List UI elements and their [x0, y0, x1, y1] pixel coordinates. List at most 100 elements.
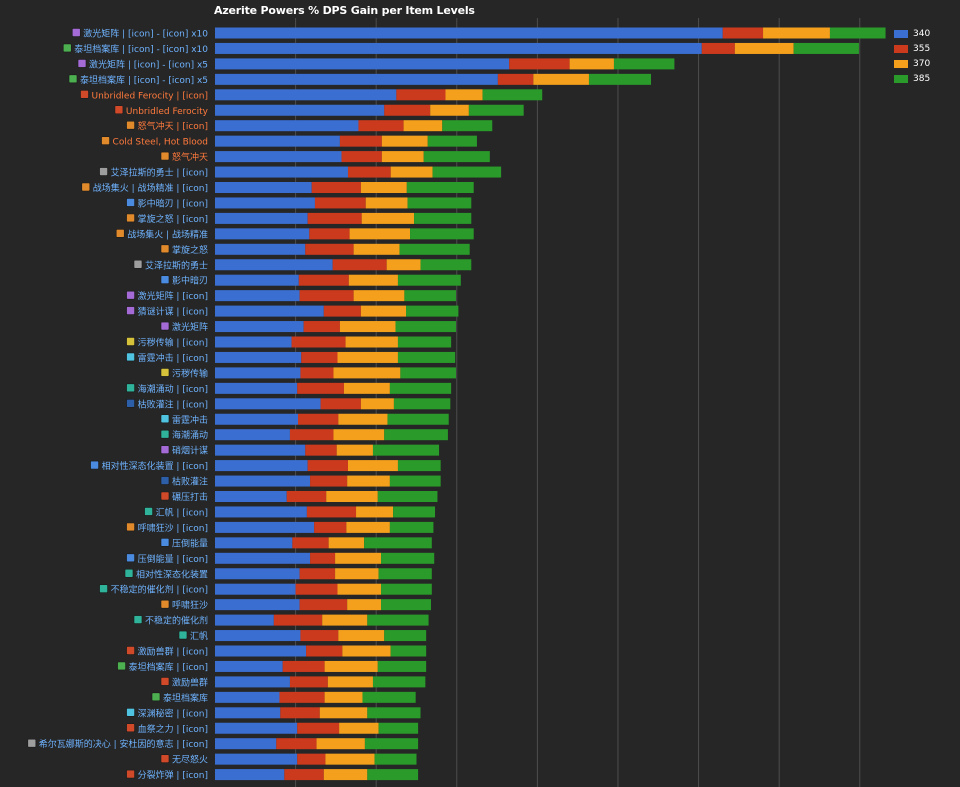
bar-segment-370[interactable] [347, 460, 398, 472]
bar-segment-340[interactable] [215, 506, 307, 518]
bar-segment-385[interactable] [407, 197, 472, 209]
bar-segment-385[interactable] [377, 660, 427, 672]
bar-segment-355[interactable] [297, 722, 340, 734]
bar-segment-355[interactable] [289, 429, 334, 441]
bar-segment-355[interactable] [384, 104, 431, 116]
bar-segment-370[interactable] [348, 274, 398, 286]
bar-segment-355[interactable] [303, 321, 340, 333]
bar-segment-385[interactable] [389, 521, 434, 533]
bar-segment-340[interactable] [215, 321, 304, 333]
bar-segment-355[interactable] [289, 676, 328, 688]
bar-segment-370[interactable] [365, 197, 408, 209]
bar-segment-370[interactable] [347, 475, 390, 487]
bar-segment-385[interactable] [390, 645, 427, 657]
bar-segment-370[interactable] [763, 27, 830, 39]
bar-segment-340[interactable] [215, 104, 385, 116]
bar-segment-355[interactable] [309, 228, 350, 240]
bar-segment-385[interactable] [427, 135, 477, 147]
bar-segment-370[interactable] [333, 429, 385, 441]
bar-segment-355[interactable] [291, 336, 346, 348]
bar-segment-355[interactable] [341, 151, 382, 163]
bar-segment-340[interactable] [215, 676, 290, 688]
bar-segment-385[interactable] [364, 738, 419, 750]
bar-segment-385[interactable] [387, 413, 449, 425]
bar-segment-370[interactable] [360, 305, 407, 317]
bar-segment-385[interactable] [482, 89, 543, 101]
bar-segment-355[interactable] [280, 707, 320, 719]
bar-segment-355[interactable] [284, 769, 324, 781]
bar-segment-340[interactable] [215, 429, 290, 441]
bar-segment-370[interactable] [322, 614, 368, 626]
bar-segment-340[interactable] [215, 182, 312, 193]
bar-segment-340[interactable] [215, 274, 299, 286]
legend-item-340[interactable]: 340 [894, 26, 930, 41]
bar-segment-340[interactable] [215, 73, 498, 85]
bar-segment-370[interactable] [328, 537, 365, 549]
bar-segment-385[interactable] [367, 614, 429, 626]
bar-segment-355[interactable] [295, 583, 338, 595]
bar-segment-355[interactable] [311, 182, 361, 193]
bar-segment-355[interactable] [297, 382, 344, 394]
bar-segment-355[interactable] [314, 521, 347, 533]
bar-segment-385[interactable] [399, 243, 470, 255]
bar-segment-340[interactable] [215, 460, 308, 472]
bar-segment-385[interactable] [400, 367, 456, 379]
bar-segment-355[interactable] [299, 599, 348, 611]
bar-segment-385[interactable] [414, 212, 472, 224]
bar-segment-340[interactable] [215, 243, 306, 255]
bar-segment-355[interactable] [701, 42, 735, 54]
bar-segment-385[interactable] [374, 753, 417, 765]
bar-segment-370[interactable] [734, 42, 794, 54]
bar-segment-340[interactable] [215, 151, 342, 163]
bar-segment-385[interactable] [793, 42, 859, 54]
bar-segment-385[interactable] [367, 707, 421, 719]
bar-segment-355[interactable] [276, 738, 317, 750]
bar-segment-370[interactable] [325, 753, 375, 765]
bar-segment-340[interactable] [215, 135, 340, 147]
bar-segment-340[interactable] [215, 382, 298, 394]
bar-segment-340[interactable] [215, 491, 287, 502]
bar-segment-355[interactable] [300, 367, 334, 379]
bar-segment-340[interactable] [215, 722, 298, 734]
bar-segment-370[interactable] [569, 58, 614, 70]
bar-segment-355[interactable] [286, 491, 327, 502]
bar-segment-370[interactable] [533, 73, 589, 85]
bar-segment-370[interactable] [445, 89, 483, 101]
bar-segment-370[interactable] [430, 104, 469, 116]
bar-segment-385[interactable] [397, 351, 456, 363]
bar-segment-355[interactable] [301, 351, 338, 363]
bar-segment-385[interactable] [378, 568, 432, 580]
bar-segment-355[interactable] [722, 27, 764, 39]
bar-segment-370[interactable] [337, 583, 382, 595]
bar-segment-340[interactable] [215, 738, 277, 750]
bar-segment-385[interactable] [378, 722, 419, 734]
bar-segment-340[interactable] [215, 660, 283, 672]
bar-segment-370[interactable] [335, 568, 379, 580]
bar-segment-355[interactable] [509, 58, 570, 70]
bar-segment-355[interactable] [358, 120, 404, 132]
bar-segment-340[interactable] [215, 58, 510, 70]
bar-segment-370[interactable] [381, 135, 428, 147]
bar-segment-355[interactable] [310, 552, 336, 564]
bar-segment-370[interactable] [386, 259, 421, 271]
bar-segment-370[interactable] [345, 336, 398, 348]
bar-segment-385[interactable] [468, 104, 524, 116]
bar-segment-385[interactable] [395, 321, 456, 333]
bar-segment-355[interactable] [298, 413, 339, 425]
bar-segment-370[interactable] [336, 444, 373, 456]
bar-segment-340[interactable] [215, 753, 298, 765]
bar-segment-370[interactable] [316, 738, 365, 750]
bar-segment-370[interactable] [333, 367, 401, 379]
legend-item-385[interactable]: 385 [894, 71, 930, 86]
bar-segment-370[interactable] [353, 290, 405, 302]
bar-segment-340[interactable] [215, 583, 296, 595]
bar-segment-385[interactable] [389, 475, 441, 487]
bar-segment-385[interactable] [406, 182, 474, 193]
bar-segment-355[interactable] [298, 274, 349, 286]
bar-segment-340[interactable] [215, 166, 348, 178]
bar-segment-340[interactable] [215, 630, 301, 642]
bar-segment-385[interactable] [397, 460, 441, 472]
bar-segment-370[interactable] [339, 321, 396, 333]
bar-segment-370[interactable] [353, 243, 400, 255]
bar-segment-385[interactable] [393, 398, 451, 410]
